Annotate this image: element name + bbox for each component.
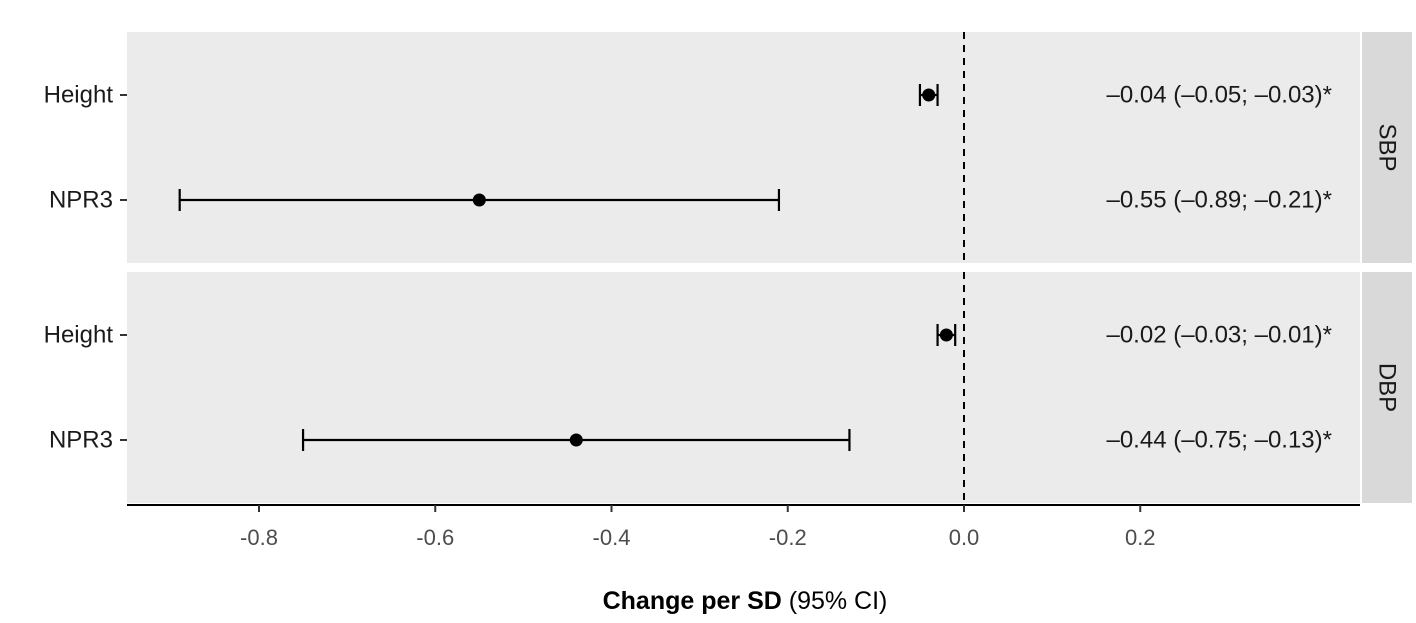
forest-row: Height –0.04 (–0.05; –0.03)* [44, 82, 1332, 109]
x-tick-label: -0.8 [240, 525, 278, 550]
forest-row: Height –0.02 (–0.03; –0.01)* [44, 322, 1332, 349]
row-label: Height [44, 82, 114, 109]
row-label: NPR3 [49, 427, 113, 454]
panel-background [127, 272, 1360, 503]
forest-row: NPR3 –0.55 (–0.89; –0.21)* [49, 187, 1332, 214]
ci-annotation: –0.55 (–0.89; –0.21)* [1106, 187, 1332, 214]
ci-annotation: –0.44 (–0.75; –0.13)* [1106, 427, 1332, 454]
panel-dbp: DBP Height –0.02 (–0.03; –0.01)* NPR3 –0.44 … [44, 272, 1412, 503]
strip-label: DBP [1374, 363, 1401, 412]
x-axis-title-bold: Change per SD [603, 587, 782, 615]
panels-layer: SBP Height –0.04 (–0.05; –0.03)* NPR3 –0.55 … [44, 32, 1412, 503]
x-tick-label: 0.2 [1125, 525, 1156, 550]
x-tick-label: -0.2 [769, 525, 807, 550]
ci-annotation: –0.02 (–0.03; –0.01)* [1106, 322, 1332, 349]
x-tick-label: -0.4 [593, 525, 631, 550]
point-estimate [569, 433, 583, 447]
strip-background [1362, 272, 1412, 503]
panel-sbp: SBP Height –0.04 (–0.05; –0.03)* NPR3 –0.55 … [44, 32, 1412, 263]
point-estimate [922, 88, 936, 102]
point-estimate [939, 328, 953, 342]
strip-label: SBP [1374, 123, 1401, 171]
x-axis-title-normal: (95% CI) [782, 587, 888, 615]
strip-background [1362, 32, 1412, 263]
point-estimate [472, 193, 486, 207]
x-tick-label: 0.0 [949, 525, 980, 550]
ci-annotation: –0.04 (–0.05; –0.03)* [1106, 82, 1332, 109]
panel-background [127, 32, 1360, 263]
x-axis: -0.8 -0.6 -0.4 -0.2 0.0 0.2 [127, 504, 1360, 550]
x-axis-title: Change per SD (95% CI) [603, 587, 888, 615]
forest-row: NPR3 –0.44 (–0.75; –0.13)* [49, 427, 1332, 454]
x-tick-label: -0.6 [416, 525, 454, 550]
row-label: NPR3 [49, 187, 113, 214]
row-label: Height [44, 322, 114, 349]
